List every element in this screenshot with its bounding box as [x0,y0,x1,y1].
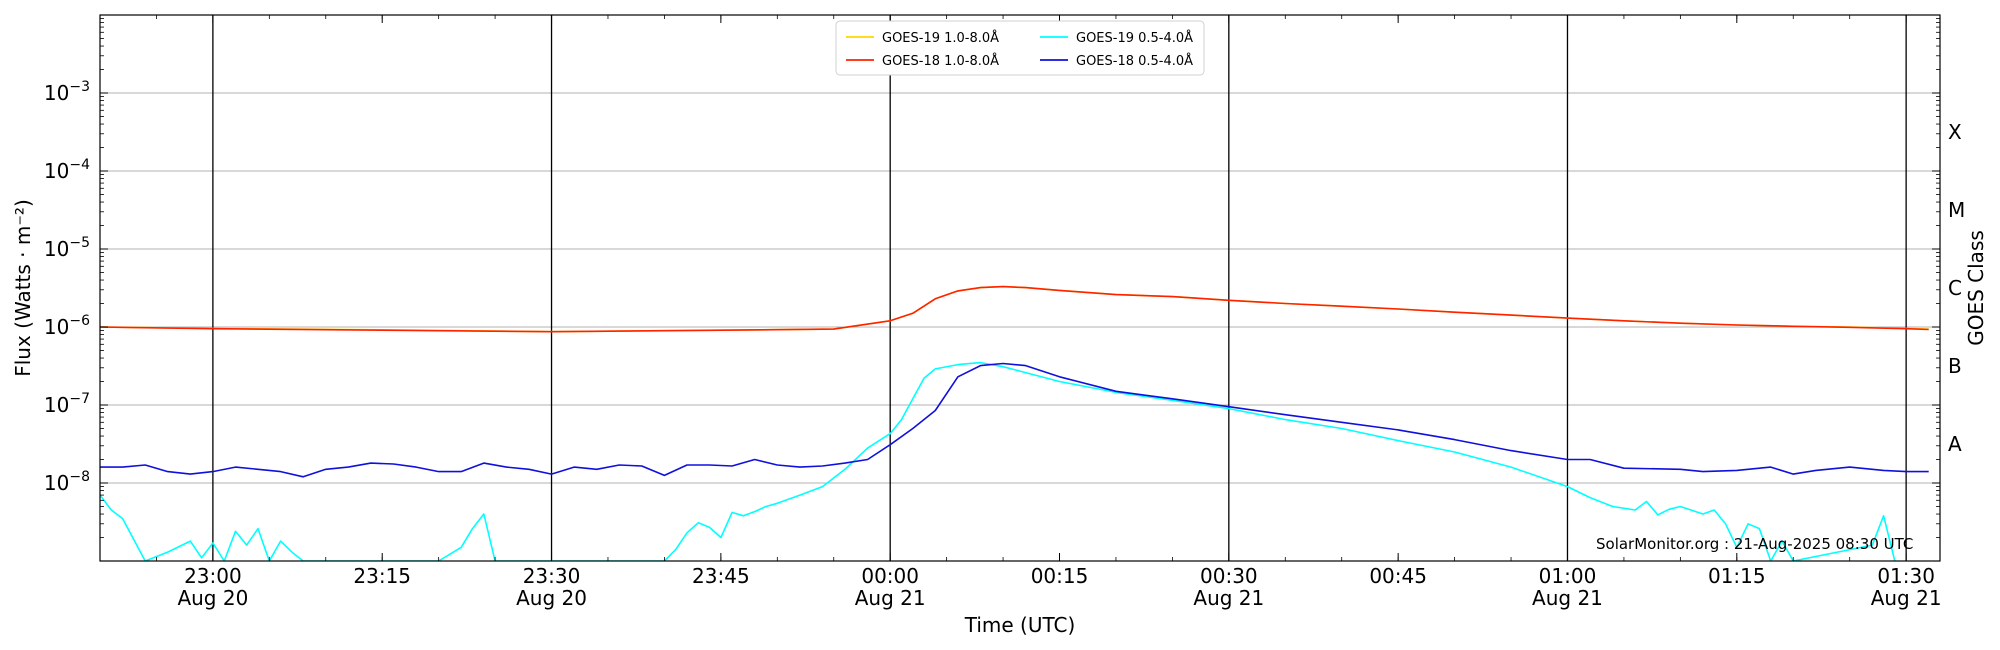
goes-class-label: A [1948,432,1962,456]
x-tick-label: 00:30 [1200,564,1258,588]
y-axis-title: Flux (Watts · m⁻²) [11,199,35,377]
credit-text: SolarMonitor.org : 21-Aug-2025 08:30 UTC [1596,535,1913,553]
legend: GOES-19 1.0-8.0Å GOES-19 0.5-4.0Å GOES-18 … [835,20,1205,76]
legend-label: GOES-18 1.0-8.0Å [882,53,999,69]
x-tick-label: 00:45 [1369,564,1427,588]
x-tick-label: 01:00 [1539,564,1597,588]
series-layer [100,285,1929,561]
vertical-markers-layer [212,15,1907,561]
series-line [100,362,1929,478]
legend-label: GOES-18 0.5-4.0Å [1076,53,1193,69]
y-tick-label: 10−7 [44,391,90,417]
series-line [100,285,1929,333]
x-tick-label: 23:00 [184,564,242,588]
x-tick-label: 01:30 [1877,564,1935,588]
series-line [100,361,1896,561]
legend-box [835,20,1205,76]
x-tick-label: 00:00 [861,564,919,588]
x-tick-label: 00:15 [1031,564,1089,588]
y-tick-label: 10−3 [44,79,90,105]
x-tick-date-label: Aug 21 [1871,586,1942,610]
goes-class-label: B [1948,354,1962,378]
x-axis-title: Time (UTC) [964,613,1076,637]
x-tick-date-label: Aug 21 [1193,586,1264,610]
goes-class-label: C [1948,276,1962,300]
series-line [100,285,1929,333]
y-tick-label: 10−6 [44,313,90,339]
x-tick-label: 23:30 [523,564,581,588]
x-tick-date-label: Aug 20 [177,586,248,610]
grid-layer [100,92,1940,484]
y-tick-label: 10−5 [44,235,90,261]
y-tick-label: 10−8 [44,469,90,495]
y-tick-label: 10−4 [44,157,90,183]
legend-label: GOES-19 0.5-4.0Å [1076,30,1193,46]
x-tick-date-label: Aug 21 [1532,586,1603,610]
goes-class-label: X [1948,120,1962,144]
goes-class-label: M [1948,198,1965,222]
x-tick-date-label: Aug 20 [516,586,587,610]
x-tick-label: 01:15 [1708,564,1766,588]
legend-label: GOES-19 1.0-8.0Å [882,30,999,46]
plot-frame [99,14,1941,562]
x-tick-label: 23:45 [692,564,750,588]
right-axis-title: GOES Class [1964,230,1988,346]
x-tick-date-label: Aug 21 [855,586,926,610]
x-tick-label: 23:15 [353,564,411,588]
